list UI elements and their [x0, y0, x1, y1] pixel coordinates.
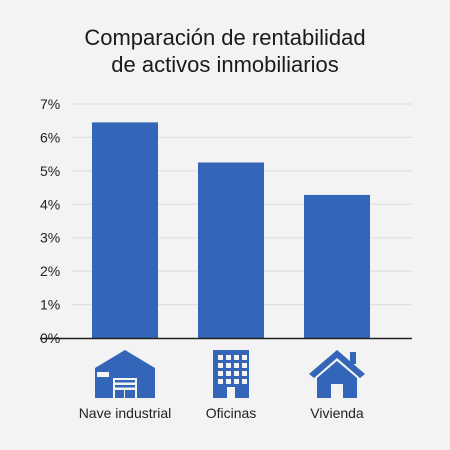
y-tick-label: 3%: [40, 230, 60, 246]
bar: [304, 194, 370, 338]
x-category-label: Nave industrial: [79, 405, 172, 421]
x-category-label: Oficinas: [206, 405, 257, 421]
chart-title: Comparación de rentabilidad de activos i…: [0, 24, 450, 78]
y-tick-label: 5%: [40, 163, 60, 179]
bar: [92, 122, 158, 338]
y-tick-label: 6%: [40, 129, 60, 145]
office-building-icon: [213, 350, 249, 398]
chart-title-line-2: de activos inmobiliarios: [111, 52, 339, 77]
house-icon: [309, 350, 365, 398]
x-category-label: Vivienda: [310, 405, 364, 421]
y-tick-label: 2%: [40, 263, 60, 279]
y-tick-label: 1%: [40, 297, 60, 313]
warehouse-icon: [95, 350, 155, 398]
y-tick-label: 7%: [40, 96, 60, 112]
y-tick-label: 4%: [40, 196, 60, 212]
chart-title-line-1: Comparación de rentabilidad: [84, 25, 366, 50]
bar: [198, 162, 264, 338]
